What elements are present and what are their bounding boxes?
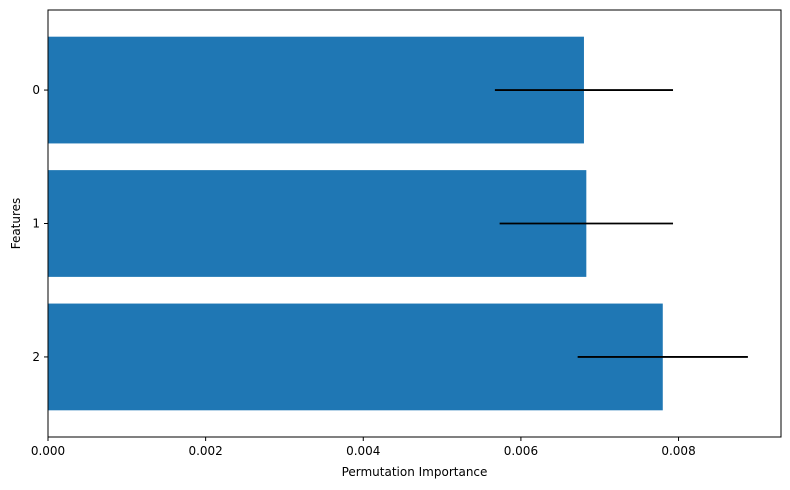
bar-feature-2 xyxy=(48,303,663,411)
error-bars-layer xyxy=(494,89,748,358)
x-axis: 0.000 0.002 0.004 0.006 0.008 xyxy=(31,437,696,458)
y-tick-label-1: 1 xyxy=(32,217,40,231)
y-axis: 0 1 2 xyxy=(32,83,48,364)
x-tick-label-4: 0.008 xyxy=(661,444,695,458)
x-axis-label: Permutation Importance xyxy=(342,465,488,479)
x-tick-label-1: 0.002 xyxy=(188,444,222,458)
bar-feature-1 xyxy=(48,170,587,277)
y-axis-label: Features xyxy=(9,198,23,250)
x-tick-label-0: 0.000 xyxy=(31,444,65,458)
y-tick-label-2: 2 xyxy=(32,350,40,364)
bar-feature-0 xyxy=(48,36,584,144)
bars-layer xyxy=(48,36,663,411)
x-tick-label-3: 0.006 xyxy=(504,444,538,458)
x-tick-label-2: 0.004 xyxy=(346,444,380,458)
y-tick-label-0: 0 xyxy=(32,83,40,97)
